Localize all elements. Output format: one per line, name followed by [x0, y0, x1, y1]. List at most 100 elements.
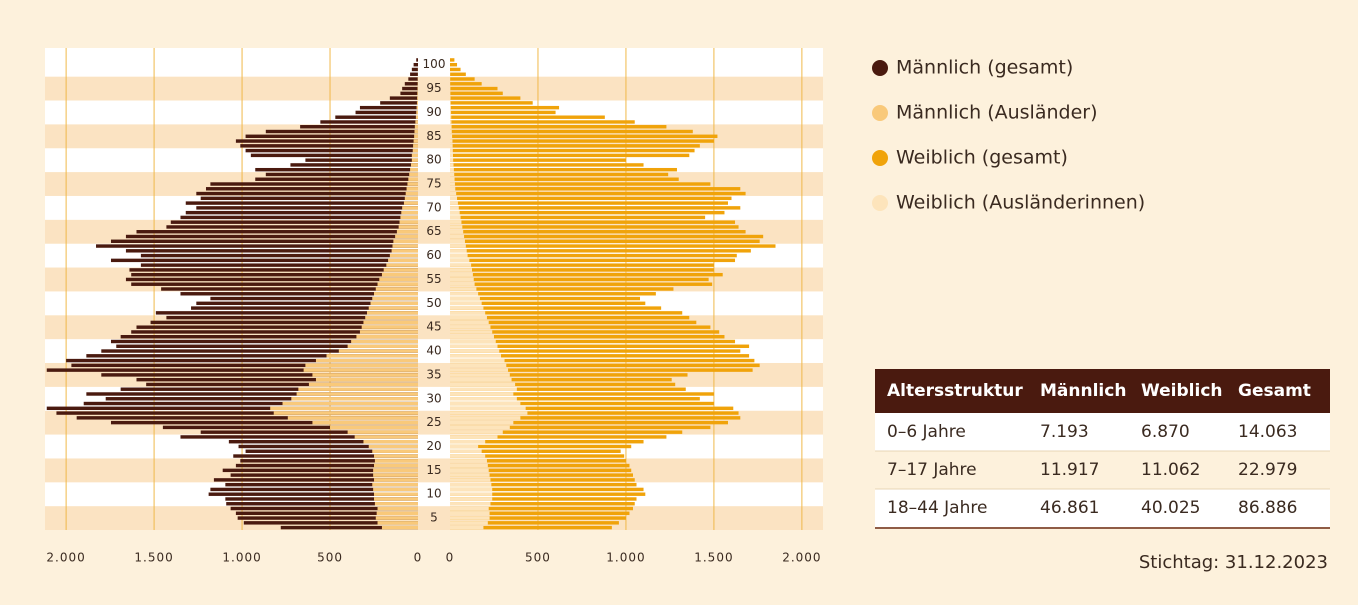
bar: [150, 320, 418, 325]
bar: [389, 96, 418, 100]
bar: [450, 182, 455, 186]
bar: [450, 220, 462, 224]
bar: [155, 311, 418, 315]
bar: [450, 459, 487, 463]
bar: [450, 473, 633, 477]
bar: [450, 521, 619, 525]
bar: [238, 444, 418, 449]
bar: [110, 258, 419, 263]
bar: [363, 439, 418, 444]
bar: [450, 196, 732, 201]
bar: [450, 249, 467, 253]
age-label: 80: [426, 153, 441, 167]
bar: [354, 435, 418, 439]
bar: [416, 110, 418, 115]
legend-label: Weiblich (gesamt): [896, 147, 1068, 169]
x-tick-label: 2.000: [46, 551, 85, 565]
age-label: 40: [426, 344, 441, 358]
bar: [450, 272, 723, 277]
bar: [403, 201, 418, 205]
bar: [368, 306, 418, 310]
bar: [110, 420, 419, 425]
legend-swatch: [872, 195, 888, 211]
bar: [450, 368, 753, 372]
bar: [389, 253, 418, 258]
bar: [377, 282, 418, 286]
bar: [414, 134, 418, 139]
bar: [450, 344, 498, 348]
bar: [375, 287, 418, 291]
bar: [370, 301, 418, 306]
bar: [450, 482, 637, 487]
bar: [450, 234, 465, 239]
age-label: 70: [426, 200, 441, 214]
bar: [335, 115, 418, 119]
x-tick-label: 0: [414, 551, 423, 565]
bar: [450, 277, 474, 282]
bar: [46, 406, 419, 411]
bar: [450, 339, 496, 344]
bar: [180, 435, 418, 439]
bar: [450, 125, 452, 129]
age-label: 30: [426, 391, 441, 405]
bar: [312, 420, 418, 425]
age-label: 20: [426, 439, 441, 453]
bar: [450, 134, 718, 139]
bar: [450, 292, 479, 296]
bar: [359, 330, 418, 334]
bar: [373, 487, 418, 492]
bar: [406, 187, 418, 191]
bar: [110, 339, 419, 344]
bar: [374, 492, 418, 496]
bar: [185, 201, 418, 205]
bar: [417, 91, 418, 96]
bar: [450, 129, 452, 134]
bar: [300, 125, 418, 129]
table: Altersstruktur Männlich Weiblich Gesamt 0–6 …: [875, 369, 1330, 529]
bar: [305, 158, 418, 162]
bar: [450, 225, 463, 229]
bar: [404, 82, 418, 86]
bar: [399, 220, 418, 224]
bar: [450, 425, 510, 430]
bar: [308, 382, 418, 387]
table-cell: 11.917: [1040, 460, 1099, 480]
table-row-bg: [875, 451, 1330, 489]
bar: [408, 77, 418, 81]
bar: [450, 392, 514, 396]
bar: [450, 258, 736, 263]
legend-label: Männlich (gesamt): [896, 57, 1073, 79]
bar: [71, 363, 418, 368]
x-tick-label: 1.000: [606, 551, 645, 565]
bar: [400, 91, 418, 96]
bar: [320, 120, 418, 124]
bar: [305, 363, 418, 368]
bar: [450, 439, 486, 444]
bar: [450, 502, 491, 506]
age-label: 60: [426, 248, 441, 262]
bar: [450, 91, 503, 96]
bar: [450, 96, 451, 100]
bar: [185, 210, 418, 215]
bar: [450, 377, 672, 382]
bar: [450, 144, 700, 148]
table-cell: 22.979: [1238, 460, 1297, 480]
bar: [161, 287, 419, 291]
bar: [66, 358, 418, 363]
table-cell: 86.886: [1238, 498, 1297, 518]
bar: [222, 468, 418, 473]
bar: [450, 301, 646, 306]
bar: [450, 120, 452, 124]
bar: [416, 58, 418, 62]
bar: [398, 225, 418, 229]
bar: [270, 406, 418, 411]
bar: [450, 416, 741, 420]
bar: [225, 497, 418, 501]
bar: [450, 373, 688, 377]
bar: [410, 167, 418, 172]
bar: [450, 430, 683, 434]
bar: [56, 411, 419, 415]
bar: [86, 354, 419, 358]
bar: [450, 296, 641, 301]
x-tick-label: 1.500: [694, 551, 733, 565]
